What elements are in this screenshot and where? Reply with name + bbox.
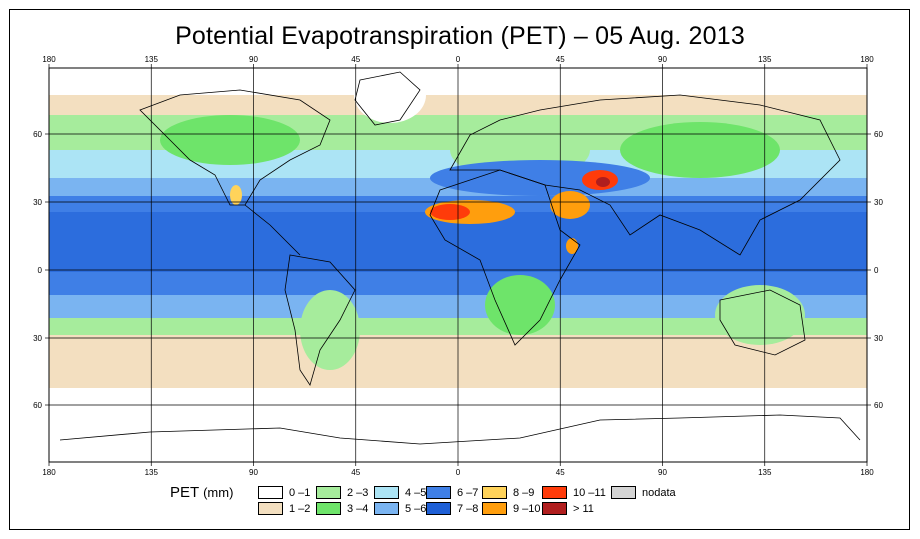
- lon-label-bottom: 90: [658, 468, 667, 477]
- legend-swatch: [316, 486, 341, 499]
- legend-swatch: [426, 502, 451, 515]
- lat-label-right: 60: [874, 401, 883, 410]
- lon-label-top: 45: [351, 55, 360, 64]
- coast-eurasia: [449, 94, 841, 256]
- lat-label-left: 30: [33, 334, 42, 343]
- legend-label: 0 –1: [289, 486, 311, 499]
- legend-item: 1 –2: [258, 502, 310, 515]
- lat-label-left: 30: [33, 198, 42, 207]
- pet-patch-north-america: [160, 115, 300, 165]
- legend-swatch: [316, 502, 341, 515]
- legend-item: 7 –8: [426, 502, 478, 515]
- coast-greenland: [354, 71, 421, 126]
- lon-label-bottom: 180: [860, 468, 874, 477]
- lon-label-bottom: 90: [249, 468, 258, 477]
- lon-label-top: 45: [556, 55, 565, 64]
- legend-item: 5 –6: [374, 502, 426, 515]
- legend-swatch: [374, 502, 399, 515]
- lon-label-top: 90: [249, 55, 258, 64]
- legend-label: 2 –3: [347, 486, 369, 499]
- legend-title: PET (mm): [170, 484, 233, 501]
- graticule: [45, 64, 871, 466]
- lat-label-right: 30: [874, 198, 883, 207]
- coastlines: [59, 71, 861, 445]
- pet-hotspot-iran-core: [596, 177, 610, 187]
- axis-tick-labels: 180 180 135 135 90 90 45 45 0 0 45 45 90 90 135 135 180 1…: [33, 55, 883, 477]
- lon-label-top: 135: [145, 55, 159, 64]
- legend-unit: (mm): [203, 485, 234, 500]
- lat-label-left: 0: [38, 266, 43, 275]
- legend-swatch: [426, 486, 451, 499]
- lon-label-bottom: 45: [556, 468, 565, 477]
- legend-item: nodata: [611, 486, 676, 499]
- greenland-area: [354, 68, 426, 123]
- figure-frame: [9, 9, 910, 530]
- pet-patch-south-america: [300, 290, 360, 370]
- pet-hotspot-sw-usa: [230, 185, 242, 205]
- lon-label-top: 0: [456, 55, 461, 64]
- lat-label-left: 60: [33, 401, 42, 410]
- lon-label-top: 90: [658, 55, 667, 64]
- coast-central-america: [244, 204, 301, 256]
- legend-swatch: [482, 502, 507, 515]
- lon-label-bottom: 135: [145, 468, 159, 477]
- coast-north-america: [139, 89, 331, 206]
- lat-label-left: 60: [33, 130, 42, 139]
- legend-item: 2 –3: [316, 486, 368, 499]
- legend-title-text: PET: [170, 484, 199, 501]
- lon-label-top: 180: [42, 55, 56, 64]
- legend-label: 4 –5: [405, 486, 427, 499]
- legend-label: 7 –8: [457, 502, 479, 515]
- legend-item: 0 –1: [258, 486, 310, 499]
- legend-swatch: [611, 486, 636, 499]
- legend-label: nodata: [642, 486, 676, 499]
- legend-item: 3 –4: [316, 502, 368, 515]
- pet-patch-australia: [715, 285, 805, 345]
- lon-label-top: 180: [860, 55, 874, 64]
- legend-label: 3 –4: [347, 502, 369, 515]
- lon-label-bottom: 0: [456, 468, 461, 477]
- coast-south-america: [284, 254, 356, 386]
- legend-swatch: [374, 486, 399, 499]
- lon-label-top: 135: [758, 55, 772, 64]
- legend-label: 9 –10: [513, 502, 541, 515]
- legend-item: 4 –5: [374, 486, 426, 499]
- legend-item: 6 –7: [426, 486, 478, 499]
- legend-swatch: [482, 486, 507, 499]
- legend-item: 10 –11: [542, 486, 606, 499]
- coast-australia: [719, 289, 806, 356]
- pet-patch-southern-africa: [485, 275, 555, 335]
- legend-swatch: [258, 486, 283, 499]
- lat-label-right: 60: [874, 130, 883, 139]
- legend-label: 6 –7: [457, 486, 479, 499]
- legend-item: > 11: [542, 502, 594, 515]
- pet-hotspot-horn-of-africa: [566, 238, 578, 254]
- legend-label: 1 –2: [289, 502, 311, 515]
- legend-item: 8 –9: [482, 486, 534, 499]
- pet-patch-asia: [620, 122, 780, 178]
- lon-label-bottom: 135: [758, 468, 772, 477]
- legend-swatch: [542, 502, 567, 515]
- map-title: Potential Evapotranspiration (PET) – 05 …: [175, 22, 745, 50]
- pet-hotspot-sahara-core: [430, 204, 470, 220]
- legend-label: 8 –9: [513, 486, 535, 499]
- legend-label: 5 –6: [405, 502, 427, 515]
- legend-label: > 11: [573, 502, 594, 515]
- legend-swatch: [258, 502, 283, 515]
- lon-label-bottom: 45: [351, 468, 360, 477]
- coast-antarctica: [59, 414, 861, 445]
- pet-hotspot-arabia: [550, 191, 590, 219]
- antarctic-east-area: [780, 408, 867, 462]
- lat-label-right: 30: [874, 334, 883, 343]
- legend-swatch: [542, 486, 567, 499]
- lat-label-right: 0: [874, 266, 879, 275]
- legend-item: 9 –10: [482, 502, 541, 515]
- lon-label-bottom: 180: [42, 468, 56, 477]
- legend-label: 10 –11: [573, 486, 606, 499]
